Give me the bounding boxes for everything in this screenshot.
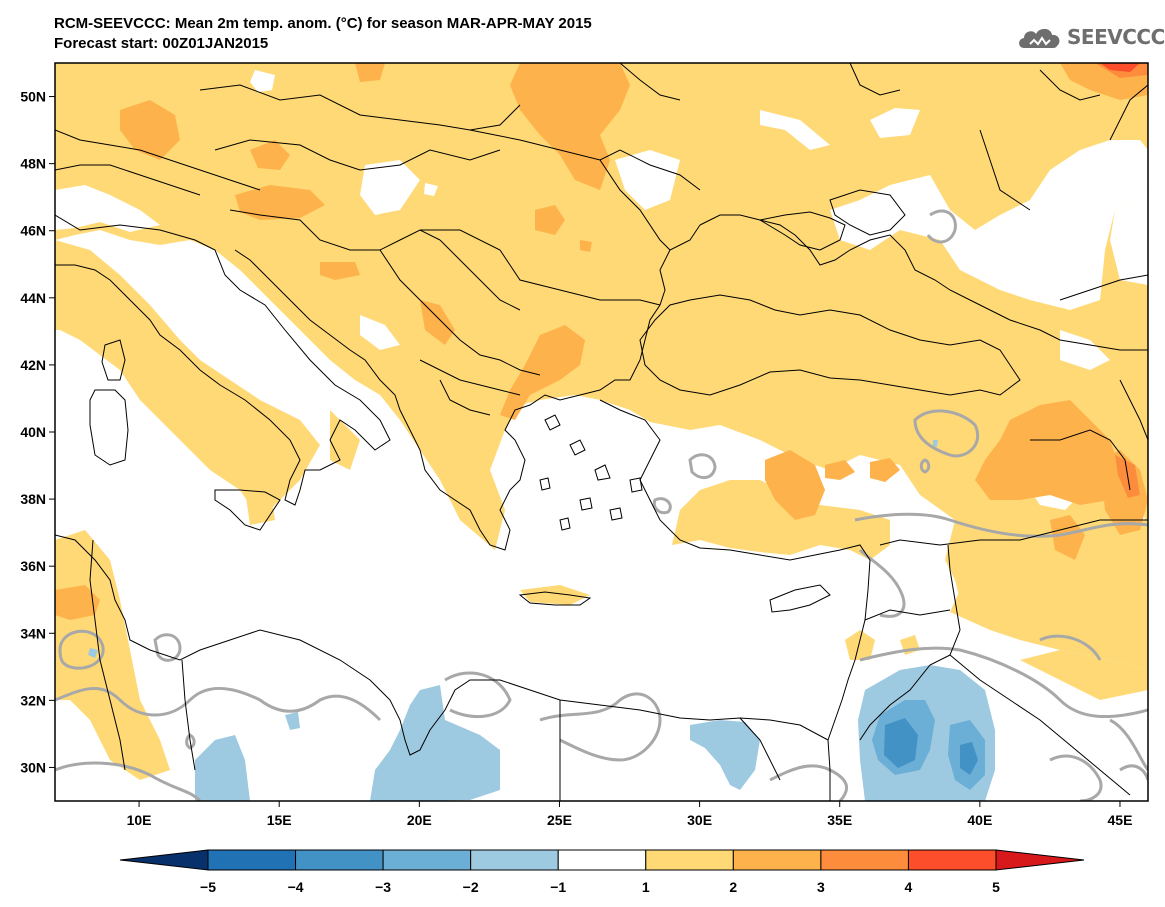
colorbar-segment	[907, 849, 997, 871]
lat-tick-label: 34N	[20, 625, 46, 641]
lon-tick-label: 40E	[967, 812, 992, 828]
lon-tick-label: 25E	[547, 812, 572, 828]
colorbar-segment	[295, 849, 384, 871]
colorbar-label: 4	[905, 879, 913, 895]
lat-tick-label: 32N	[20, 692, 46, 708]
title-line-2: Forecast start: 00Z01JAN2015	[54, 35, 269, 52]
lon-tick-label: 20E	[407, 812, 432, 828]
anomaly-neg3-neg4-field	[884, 718, 978, 775]
lon-tick-label: 30E	[687, 812, 712, 828]
lat-tick-label: 38N	[20, 491, 46, 507]
latitude-axis: 50N 48N 46N 44N 42N 40N 38N 36N 34N 32N 30N	[20, 89, 55, 775]
colorbar-label: 1	[642, 879, 650, 895]
zero-contours	[55, 209, 1148, 801]
colorbar-segment	[557, 849, 647, 871]
lat-tick-label: 36N	[20, 558, 46, 574]
title-line-1: RCM-SEEVCCC: Mean 2m temp. anom. (°C) fo…	[54, 15, 592, 32]
lat-tick-label: 48N	[20, 156, 46, 172]
colorbar-label: −4	[288, 879, 304, 895]
colorbar-segment	[645, 849, 734, 871]
colorbar-label: −2	[463, 879, 479, 895]
colorbar-low-extend	[119, 849, 209, 871]
colorbar-labels: −5 −4 −3 −2 −1 1 2 3 4 5	[200, 879, 1000, 895]
cloud-logo-icon	[1019, 28, 1060, 48]
colorbar-segment	[382, 849, 472, 871]
colorbar-segment	[820, 849, 909, 871]
logo-text: SEEVCCC	[1067, 25, 1165, 49]
colorbar-segments	[119, 849, 1085, 871]
lon-tick-label: 10E	[127, 812, 152, 828]
coastlines-and-borders	[55, 63, 1148, 801]
lon-tick-label: 45E	[1108, 812, 1133, 828]
lon-tick-label: 35E	[827, 812, 852, 828]
colorbar-segment	[732, 849, 822, 871]
colorbar-label: 3	[817, 879, 825, 895]
map-title: RCM-SEEVCCC: Mean 2m temp. anom. (°C) fo…	[54, 14, 592, 54]
colorbar-high-extend	[995, 849, 1085, 871]
anomaly-4-5-field	[1100, 63, 1140, 72]
seevccc-logo: SEEVCCC	[1016, 22, 1165, 52]
colorbar-segment	[207, 849, 297, 871]
colorbar-label: −3	[375, 879, 391, 895]
lon-tick-label: 15E	[267, 812, 292, 828]
colorbar-label: 5	[992, 879, 1000, 895]
colorbar-label: −5	[200, 879, 216, 895]
lat-tick-label: 30N	[20, 759, 46, 775]
lat-tick-label: 50N	[20, 89, 46, 105]
lat-tick-label: 40N	[20, 424, 46, 440]
lat-tick-label: 46N	[20, 223, 46, 239]
colorbar-label: −1	[550, 879, 566, 895]
lat-tick-label: 44N	[20, 290, 46, 306]
lat-tick-label: 42N	[20, 357, 46, 373]
longitude-axis: 10E 15E 20E 25E 30E 35E 40E 45E	[127, 801, 1133, 828]
colorbar-segment	[470, 849, 559, 871]
colorbar-label: 2	[729, 879, 737, 895]
